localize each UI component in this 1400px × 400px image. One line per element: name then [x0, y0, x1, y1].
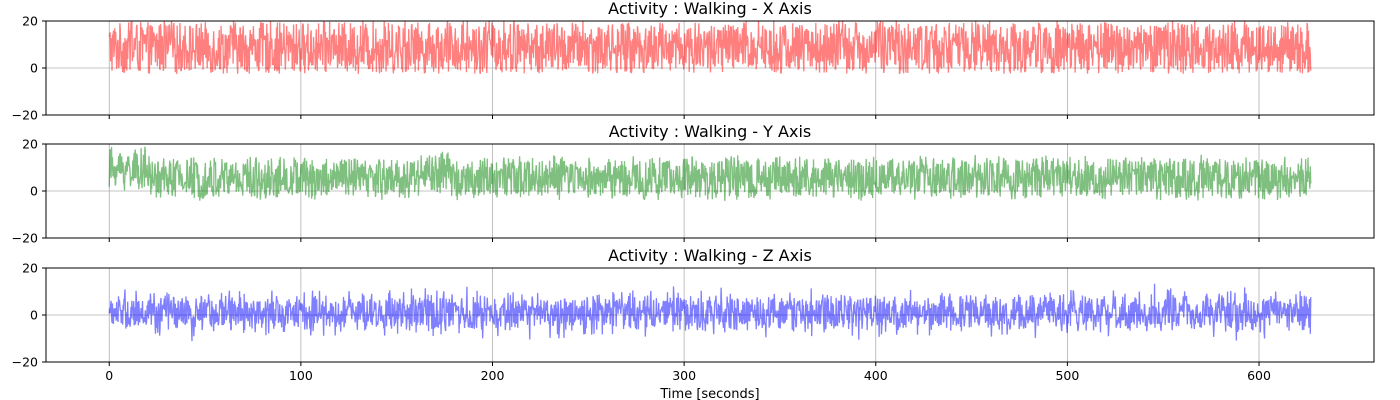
subplot-y-axis: Activity : Walking - Y Axis −20 0 20 [12, 122, 1375, 246]
y-tick-label: 20 [22, 261, 38, 276]
x-axis-label: Time [seconds] [659, 387, 759, 400]
subplot-x-axis: Activity : Walking - X Axis −20 0 20 [12, 0, 1375, 123]
signal-line [108, 283, 1312, 342]
x-ticks [108, 238, 1260, 242]
x-tick-label: 100 [289, 368, 313, 383]
y-tick-label: 0 [30, 308, 38, 323]
x-tick-label: 300 [672, 368, 696, 383]
chart-title: Activity : Walking - Z Axis [608, 246, 812, 265]
x-tick-label: 500 [1055, 368, 1079, 383]
y-tick-label: 0 [30, 184, 38, 199]
signal-line [108, 146, 1312, 201]
x-ticks: 0 100 200 300 400 500 600 [105, 362, 1271, 383]
y-tick-label: 20 [22, 14, 38, 29]
y-tick-label: −20 [12, 231, 38, 246]
x-tick-label: 600 [1247, 368, 1271, 383]
y-tick-label: −20 [12, 108, 38, 123]
x-tick-label: 0 [105, 368, 113, 383]
x-tick-label: 200 [481, 368, 505, 383]
x-ticks [108, 115, 1260, 119]
y-tick-label: −20 [12, 355, 38, 370]
signal-line [108, 21, 1312, 75]
y-ticks: −20 0 20 [12, 261, 46, 370]
y-ticks: −20 0 20 [12, 137, 46, 246]
x-tick-label: 400 [864, 368, 888, 383]
chart-title: Activity : Walking - X Axis [608, 0, 812, 18]
y-tick-label: 20 [22, 137, 38, 152]
y-ticks: −20 0 20 [12, 14, 46, 123]
chart-title: Activity : Walking - Y Axis [609, 122, 811, 141]
subplot-z-axis: Activity : Walking - Z Axis −20 0 20 0 100 2… [12, 246, 1375, 400]
y-tick-label: 0 [30, 61, 38, 76]
